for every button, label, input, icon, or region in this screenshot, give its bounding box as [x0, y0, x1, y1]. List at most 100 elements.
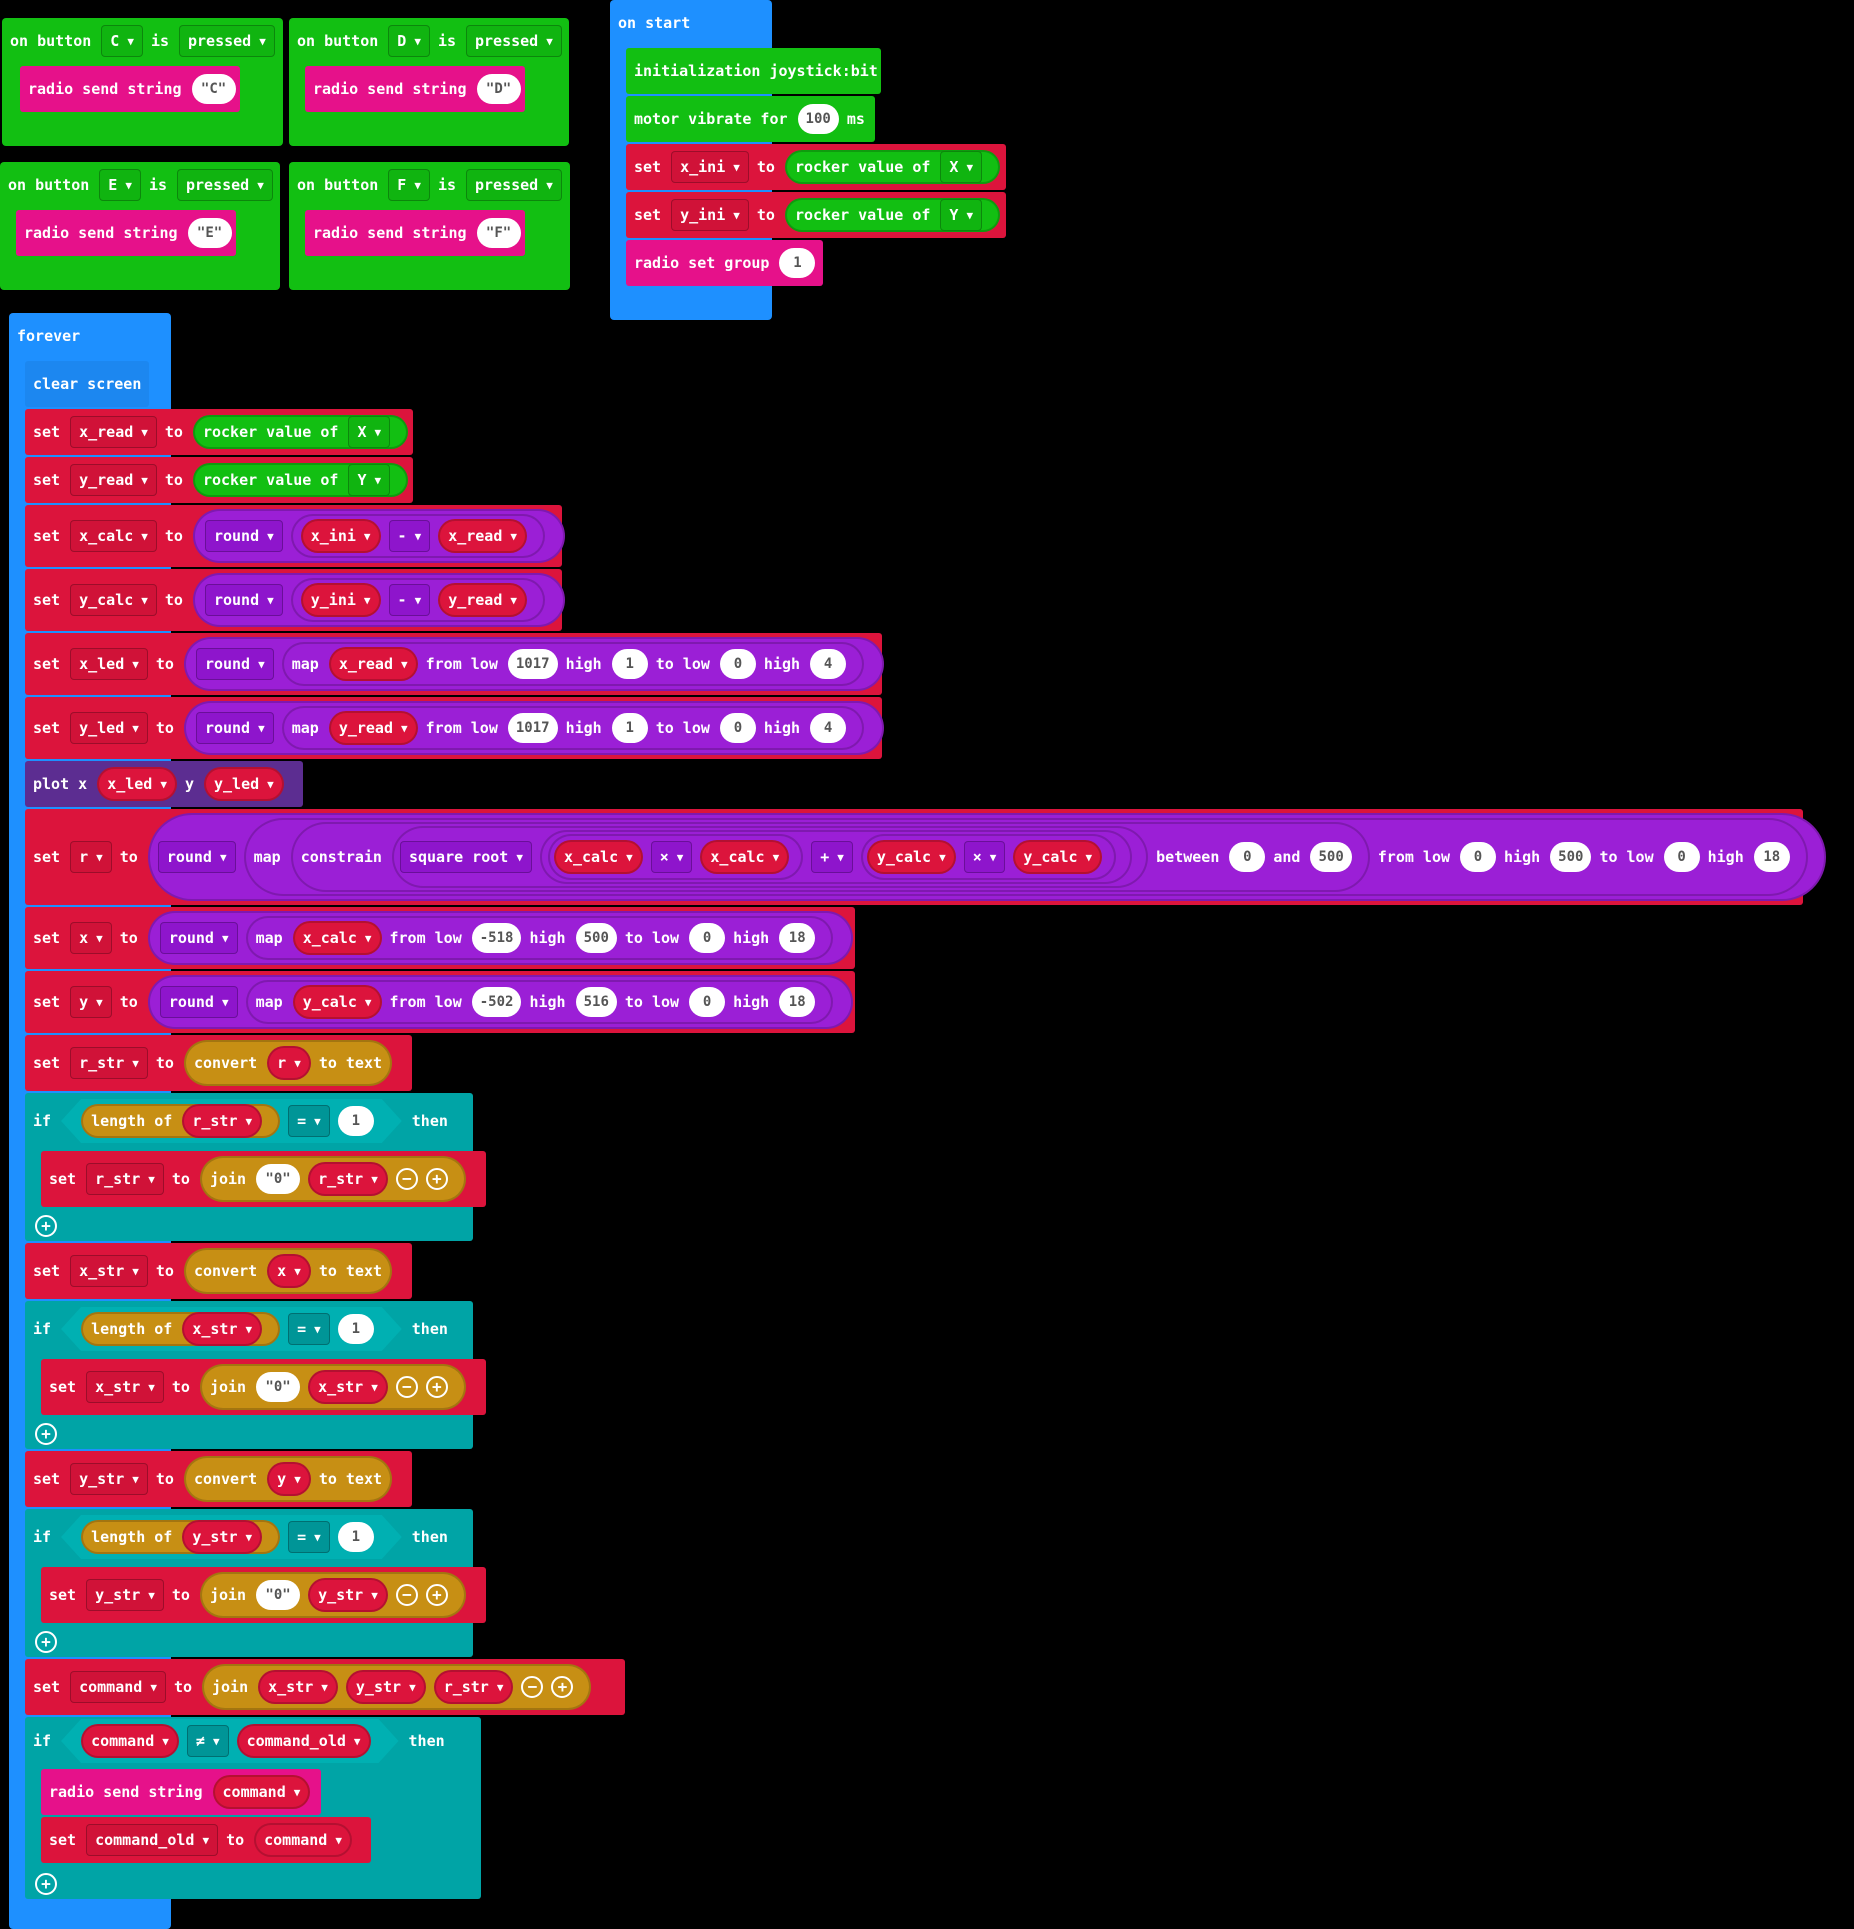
remove-item-icon[interactable]: − — [521, 1676, 544, 1698]
round-block[interactable]: round ▼ map x_calc ▼ from low -518 high 50… — [147, 911, 854, 965]
set-y-calc-block[interactable]: set y_calc ▼ to round ▼ y_ini ▼ - ▼ y_read ▼ — [25, 569, 565, 631]
button-dropdown[interactable]: C ▼ — [101, 25, 143, 57]
button-dropdown[interactable]: F ▼ — [388, 169, 430, 201]
var-x-read[interactable]: x_read ▼ — [438, 519, 527, 553]
from-high-input[interactable]: 516 — [575, 987, 617, 1017]
rocker-value-block[interactable]: rocker value of X ▼ — [784, 150, 1001, 184]
round-block[interactable]: round ▼ map y_read ▼ from low 1017 high 1 … — [183, 701, 885, 755]
convert-to-text-block[interactable]: convert r ▼ to text — [183, 1040, 393, 1086]
set-r-str-join-block[interactable]: set r_str ▼ to join " 0 " r_str ▼ − + — [41, 1151, 486, 1207]
axis-dropdown[interactable]: X ▼ — [940, 151, 983, 183]
set-y-led-block[interactable]: set y_led ▼ to round ▼ map y_read ▼ from lo… — [25, 697, 885, 759]
length-of-block[interactable]: length of y_str ▼ — [81, 1520, 280, 1554]
radio-set-group-block[interactable]: radio set group 1 — [626, 240, 823, 286]
operator-dropdown[interactable]: = ▼ — [288, 1521, 330, 1553]
radio-send-block[interactable]: radio send string " D " — [305, 66, 525, 112]
map-block[interactable]: map constrain square root ▼ x_calc ▼ × ▼ x_… — [243, 818, 1808, 896]
string-value[interactable]: " E " — [187, 218, 232, 248]
variable-dropdown[interactable]: y_led ▼ — [70, 712, 148, 744]
constrain-high-input[interactable]: 500 — [1310, 842, 1352, 872]
axis-dropdown[interactable]: Y ▼ — [940, 199, 983, 231]
variable-dropdown[interactable]: x_calc ▼ — [70, 520, 157, 552]
plot-block[interactable]: plot x x_led ▼ y y_led ▼ — [25, 761, 303, 807]
from-low-input[interactable]: 0 — [1460, 842, 1497, 872]
button-dropdown[interactable]: D ▼ — [388, 25, 430, 57]
remove-item-icon[interactable]: − — [395, 1168, 418, 1190]
operator-dropdown[interactable]: = ▼ — [288, 1105, 330, 1137]
variable-dropdown[interactable]: x_led ▼ — [70, 648, 148, 680]
to-high-input[interactable]: 18 — [1753, 842, 1790, 872]
compare-value-input[interactable]: 1 — [338, 1522, 374, 1552]
init-joystick-block[interactable]: initialization joystick:bit — [626, 48, 881, 94]
length-of-block[interactable]: length of x_str ▼ — [81, 1312, 280, 1346]
from-high-input[interactable]: 1 — [611, 713, 648, 743]
on-button-d-event[interactable]: on button D ▼ is pressed ▼ radio send stri… — [289, 18, 569, 146]
axis-dropdown[interactable]: X ▼ — [348, 416, 391, 448]
add-item-icon[interactable]: + — [425, 1376, 448, 1398]
compare-value-input[interactable]: 1 — [338, 1106, 374, 1136]
add-else-icon[interactable]: + — [35, 1631, 57, 1653]
var-r-str[interactable]: r_str ▼ — [182, 1104, 262, 1138]
set-x-read-block[interactable]: set x_read ▼ to rocker value of X ▼ — [25, 409, 413, 455]
round-block[interactable]: round ▼ y_ini ▼ - ▼ y_read ▼ — [192, 573, 565, 627]
to-low-input[interactable]: 0 — [689, 923, 726, 953]
button-dropdown[interactable]: E ▼ — [99, 169, 141, 201]
set-y-read-block[interactable]: set y_read ▼ to rocker value of Y ▼ — [25, 457, 413, 503]
to-low-input[interactable]: 0 — [689, 987, 726, 1017]
variable-dropdown[interactable]: r_str ▼ — [86, 1163, 164, 1195]
multiply-block[interactable]: x_calc ▼ × ▼ x_calc ▼ — [547, 834, 804, 880]
string-value[interactable]: " D " — [476, 74, 521, 104]
radio-send-block[interactable]: radio send string " E " — [16, 210, 236, 256]
compare-block[interactable]: command ▼ ≠ ▼ command_old ▼ — [61, 1719, 398, 1763]
round-block[interactable]: round ▼ x_ini ▼ - ▼ x_read ▼ — [192, 509, 565, 563]
clear-screen-block[interactable]: clear screen — [25, 361, 149, 407]
rocker-value-block[interactable]: rocker value of Y ▼ — [192, 463, 409, 497]
remove-item-icon[interactable]: − — [395, 1584, 418, 1606]
var-y[interactable]: y ▼ — [267, 1462, 311, 1496]
var-y-led[interactable]: y_led ▼ — [204, 767, 284, 801]
set-x-str-block[interactable]: set x_str ▼ to convert x ▼ to text — [25, 1243, 412, 1299]
variable-dropdown[interactable]: command_old ▼ — [86, 1824, 219, 1856]
round-dropdown[interactable]: round ▼ — [195, 712, 274, 744]
round-block[interactable]: round ▼ map x_read ▼ from low 1017 high 1 … — [183, 637, 885, 691]
join-block[interactable]: join " 0 " y_str ▼ − + — [199, 1572, 466, 1618]
to-high-input[interactable]: 4 — [810, 713, 847, 743]
var-r[interactable]: r ▼ — [267, 1046, 311, 1080]
from-low-input[interactable]: -518 — [471, 923, 522, 953]
string-value[interactable]: " F " — [476, 218, 521, 248]
sqrt-block[interactable]: square root ▼ x_calc ▼ × ▼ x_calc ▼ + ▼ y_cal… — [391, 826, 1149, 888]
from-low-input[interactable]: 1017 — [507, 713, 558, 743]
var-y-calc[interactable]: y_calc ▼ — [292, 985, 382, 1019]
string-value[interactable]: " C " — [191, 74, 236, 104]
var-x-ini[interactable]: x_ini ▼ — [300, 519, 381, 553]
variable-dropdown[interactable]: x_read ▼ — [70, 416, 157, 448]
operator-dropdown[interactable]: - ▼ — [388, 520, 431, 552]
round-dropdown[interactable]: round ▼ — [159, 922, 238, 954]
var-x-str[interactable]: x_str ▼ — [308, 1370, 388, 1404]
round-dropdown[interactable]: round ▼ — [195, 648, 274, 680]
var-x[interactable]: x ▼ — [267, 1254, 311, 1288]
compare-value-input[interactable]: 1 — [338, 1314, 374, 1344]
map-block[interactable]: map y_read ▼ from low 1017 high 1 to low … — [281, 706, 865, 750]
state-dropdown[interactable]: pressed ▼ — [177, 169, 273, 201]
join-block[interactable]: join " 0 " r_str ▼ − + — [199, 1156, 466, 1202]
radio-send-command-block[interactable]: radio send string command ▼ — [41, 1769, 321, 1815]
add-item-icon[interactable]: + — [425, 1584, 448, 1606]
rocker-value-block[interactable]: rocker value of Y ▼ — [784, 198, 1001, 232]
convert-to-text-block[interactable]: convert x ▼ to text — [183, 1248, 393, 1294]
round-dropdown[interactable]: round ▼ — [204, 584, 283, 616]
var-y-str[interactable]: y_str ▼ — [182, 1520, 262, 1554]
map-block[interactable]: map y_calc ▼ from low -502 high 516 to lo… — [245, 980, 834, 1024]
var-y-str[interactable]: y_str ▼ — [308, 1578, 388, 1612]
on-button-f-event[interactable]: on button F ▼ is pressed ▼ radio send stri… — [289, 162, 570, 290]
set-y-block[interactable]: set y ▼ to round ▼ map y_calc ▼ from low -5… — [25, 971, 855, 1033]
length-of-block[interactable]: length of r_str ▼ — [81, 1104, 280, 1138]
compare-block[interactable]: length of y_str ▼ = ▼ 1 — [61, 1515, 402, 1559]
var-r-str[interactable]: r_str ▼ — [433, 1670, 514, 1704]
var-y-str[interactable]: y_str ▼ — [345, 1670, 426, 1704]
set-x-block[interactable]: set x ▼ to round ▼ map x_calc ▼ from low -5… — [25, 907, 855, 969]
set-y-str-join-block[interactable]: set y_str ▼ to join " 0 " y_str ▼ − + — [41, 1567, 486, 1623]
on-button-e-event[interactable]: on button E ▼ is pressed ▼ radio send stri… — [0, 162, 280, 290]
on-button-c-event[interactable]: on button C ▼ is pressed ▼ radio send stri… — [2, 18, 283, 146]
variable-dropdown[interactable]: command ▼ — [70, 1671, 166, 1703]
